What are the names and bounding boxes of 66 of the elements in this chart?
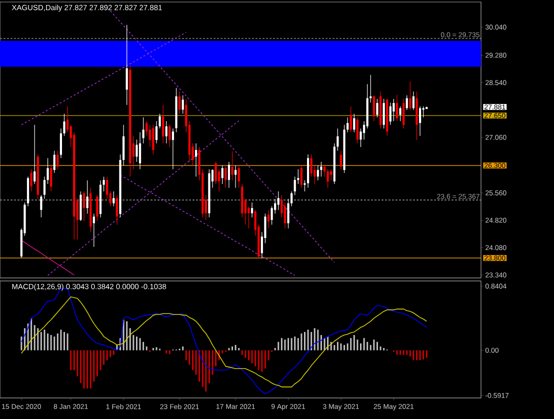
- candlestick: [297, 168, 300, 184]
- candlestick: [231, 151, 234, 181]
- candlestick: [194, 143, 198, 177]
- candlestick: [224, 165, 227, 188]
- candlestick: [152, 124, 154, 155]
- candlestick: [392, 98, 395, 122]
- candlestick: [142, 117, 144, 144]
- candlestick: [162, 104, 164, 144]
- candlestick: [56, 150, 59, 170]
- candlestick: [92, 213, 95, 248]
- candlestick: [382, 98, 385, 129]
- candlestick: [234, 165, 237, 188]
- candlestick: [353, 113, 356, 133]
- candlestick: [112, 191, 115, 207]
- candlestick: [316, 165, 319, 181]
- candlestick: [250, 202, 254, 218]
- candlestick: [168, 124, 171, 148]
- candlestick: [340, 150, 342, 170]
- candlestick: [267, 210, 270, 229]
- candlestick: [409, 81, 412, 110]
- candlestick: [165, 120, 168, 144]
- candlestick: [402, 98, 405, 129]
- candlestick: [50, 165, 52, 192]
- candlestick: [116, 194, 118, 226]
- candlestick: [396, 94, 398, 122]
- candlestick: [238, 165, 240, 188]
- candlestick: [350, 106, 352, 133]
- candlestick: [323, 165, 326, 177]
- candlestick: [53, 150, 56, 174]
- candlestick: [96, 194, 98, 222]
- candlestick: [277, 191, 280, 210]
- candlestick: [34, 124, 36, 184]
- candlestick: [389, 102, 392, 126]
- candlestick: [376, 98, 378, 118]
- candlestick: [336, 128, 339, 152]
- candlestick: [172, 128, 174, 170]
- candlestick: [300, 165, 303, 188]
- candlestick: [228, 162, 230, 188]
- candlestick: [30, 168, 32, 192]
- candlestick: [221, 165, 224, 184]
- candlestick: [330, 168, 332, 181]
- candlestick: [82, 191, 86, 222]
- candlestick: [126, 24, 128, 106]
- candlestick: [86, 180, 88, 214]
- candlestick: [399, 106, 402, 122]
- candlestick: [148, 124, 151, 148]
- candlestick: [284, 202, 286, 229]
- candlestick: [310, 154, 312, 177]
- candlestick: [270, 206, 273, 226]
- candlestick: [326, 168, 329, 188]
- candlestick: [178, 91, 181, 114]
- candlestick: [372, 94, 375, 122]
- candlestick: [155, 120, 158, 144]
- candlestick: [214, 162, 217, 184]
- candlestick: [320, 162, 322, 177]
- candlestick: [138, 132, 142, 170]
- candlestick: [146, 120, 148, 136]
- candlestick: [406, 94, 408, 110]
- candlestick: [356, 117, 359, 144]
- candlestick: [419, 106, 422, 136]
- candlestick: [40, 194, 42, 218]
- candlestick: [294, 176, 296, 196]
- candlestick: [136, 139, 138, 162]
- candlestick: [182, 94, 184, 114]
- candlestick: [412, 91, 415, 110]
- candlestick: [106, 176, 108, 200]
